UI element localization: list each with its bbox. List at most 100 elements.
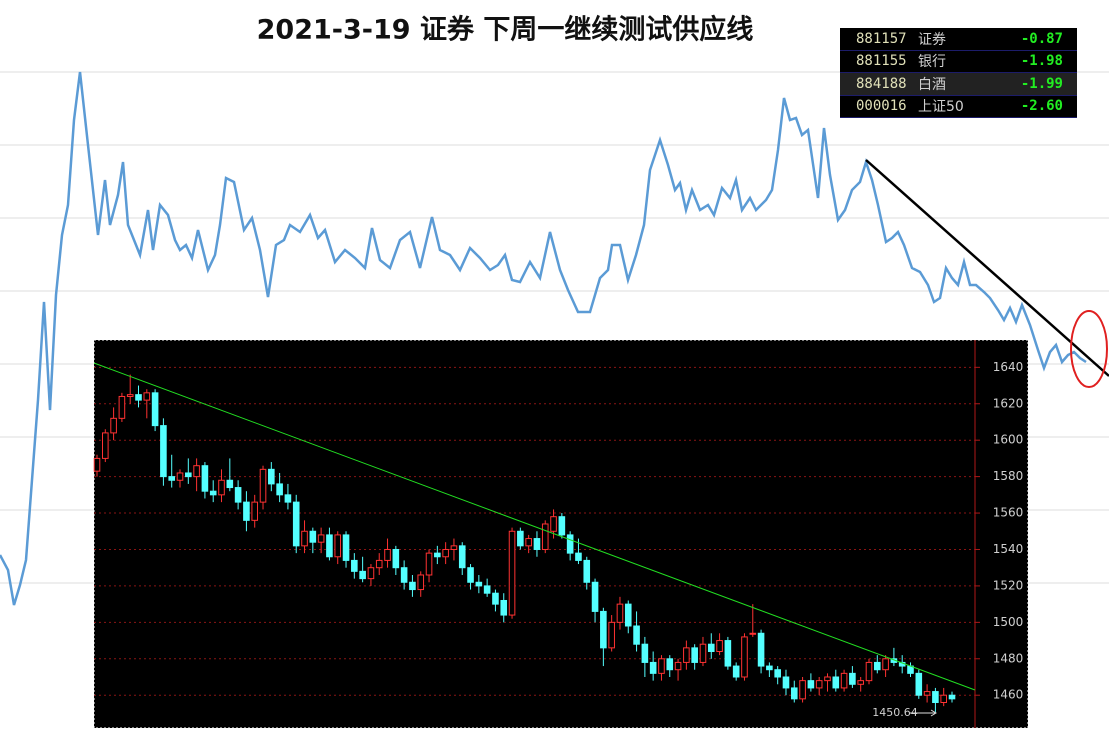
quote-table: 881157 证券 -0.87 881155 银行 -1.98 884188 白酒 -1.99 0… [840,28,1077,118]
candle-body [741,636,748,678]
candle-body [251,501,259,521]
candle-body [102,432,109,459]
candle-body [292,501,300,547]
candle-body [359,570,366,580]
candle-body [425,552,433,576]
table-cell: -0.87 [1020,30,1063,47]
candle-body [541,523,549,550]
candle-body [367,567,375,580]
candle-body [334,534,342,558]
candle-body [500,599,508,616]
y-tick-label: 1560 [993,506,1024,520]
table-cell: 000016 [856,98,907,115]
candle-body [434,552,441,558]
candle-body [732,665,740,678]
candle-body [691,647,698,663]
candle-body [873,661,881,671]
candle-body [766,665,773,671]
table-cell: 884188 [856,75,907,92]
low-annotation: 1450.64 [872,706,918,719]
candle-body [915,672,923,696]
candle-body [699,643,707,663]
candle-body [832,676,840,689]
candle-body [458,545,466,569]
candle-body [176,472,184,481]
price-line [0,71,1087,606]
trend-line [93,362,976,691]
candle-body [492,592,499,605]
candle-body [624,603,632,627]
candle-body [110,417,117,434]
table-cell: 881155 [856,53,907,70]
candle-body [857,680,864,685]
candle-body [840,672,848,689]
candlestick-chart: 1460 1480 1500 1520 1540 1560 1580 1600 1620 1640… [93,360,1024,719]
candle-body [384,548,391,561]
y-tick-label: 1500 [993,615,1024,629]
candle-body [185,472,192,478]
candle-body [483,585,491,594]
candle-body [649,661,657,674]
table-cell: 证券 [918,31,946,48]
candle-body [409,581,416,591]
table-cell: 上证50 [918,99,964,116]
candle-body [566,534,574,554]
candle-body [268,468,275,485]
chart-title: 2021-3-19 证券 下周一继续测试供应线 [257,14,754,46]
table-cell: 银行 [918,54,946,71]
candle-body [525,538,532,547]
candle-body [467,567,474,583]
candle-body [209,490,217,496]
candle-body [517,530,524,547]
candle-body [533,538,541,550]
candle-body [616,603,624,623]
background-chart [0,71,1087,606]
y-tick-label: 1600 [993,433,1024,447]
candle-body [375,559,383,569]
candle-body [757,632,765,667]
candle-body [558,516,566,536]
candle-body [151,392,159,427]
candle-body [674,661,682,671]
candle-body [442,548,449,558]
table-cell: 白酒 [918,76,946,93]
candle-body [193,465,200,478]
candle-body [326,534,333,558]
candle-body [716,640,723,652]
candle-body [799,680,806,700]
candle-body [865,661,873,682]
y-tick-label: 1540 [993,542,1024,556]
candle-body [226,479,234,489]
candle-body [550,516,557,532]
candle-body [301,530,308,547]
candle-body [218,479,225,496]
y-tick-label: 1480 [993,651,1024,665]
candle-body [683,647,690,663]
table-cell: 881157 [856,30,907,47]
candle-body [608,621,615,649]
table-row: 881157 证券 -0.87 [840,28,1077,51]
candle-body [417,574,425,591]
candle-body [882,658,889,671]
candle-body [284,494,292,503]
candle-body [666,658,674,671]
candle-body [317,534,325,543]
candle-body [276,483,283,496]
candle-body [790,687,798,700]
candle-body [641,643,649,663]
candle-body [749,632,757,635]
table-cell: -1.98 [1020,53,1063,70]
candle-body [583,559,591,583]
candle-body [707,643,715,652]
highlight-circle [1070,310,1108,388]
y-tick-label: 1640 [993,360,1024,374]
annotation-arrowhead [930,709,937,717]
candle-body [508,530,516,616]
candle-body [351,559,358,572]
candle-body [309,530,317,543]
candle-body [782,676,790,689]
candle-body [948,694,956,700]
candle-body [201,465,209,492]
